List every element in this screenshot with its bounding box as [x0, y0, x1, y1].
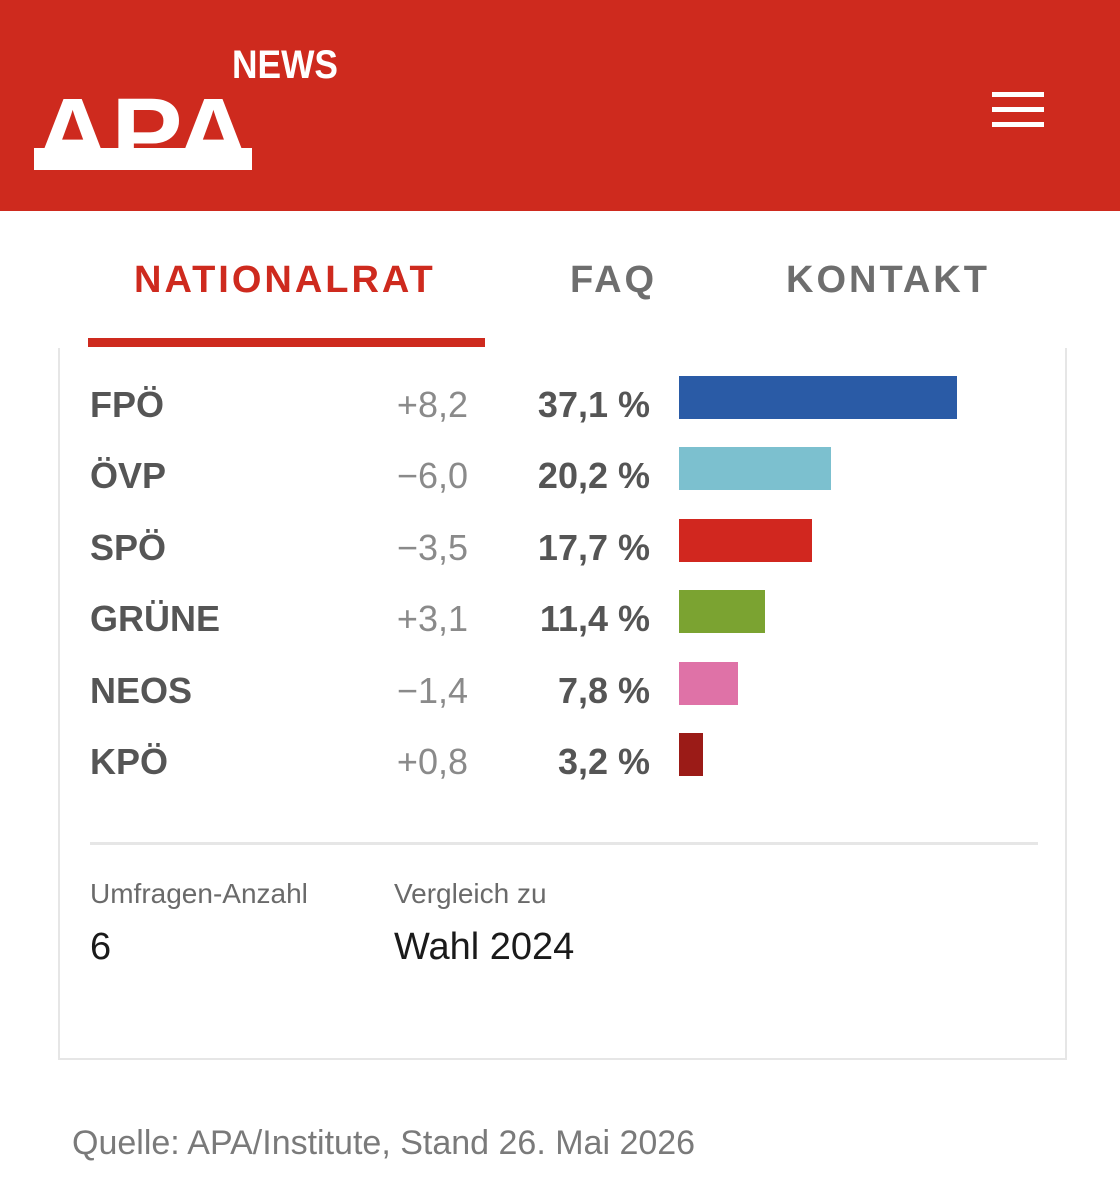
change-value: −1,4	[396, 669, 468, 711]
comparison-value: Wahl 2024	[394, 926, 575, 968]
tab-kontakt[interactable]: KONTAKT	[786, 259, 990, 301]
party-name: SPÖ	[90, 526, 167, 568]
party-row: FPÖ +8,2 37,1 %	[60, 371, 1069, 442]
hamburger-menu-icon[interactable]	[982, 86, 1052, 134]
result-bar	[679, 376, 957, 419]
poll-count-value: 6	[90, 926, 112, 968]
party-name: KPÖ	[90, 741, 169, 782]
party-name: FPÖ	[90, 384, 165, 425]
change-value: +3,1	[396, 598, 468, 640]
source-note: Quelle: APA/Institute, Stand 26. Mai 202…	[72, 1124, 696, 1162]
tab-faq[interactable]: FAQ	[570, 259, 658, 301]
logo-badge: NEWS	[232, 44, 338, 87]
percentage-value: 17,7 %	[537, 526, 650, 568]
poll-results-card: FPÖ +8,2 37,1 % ÖVP −6,0 20,2 % SPÖ −3,5 17,7 % G…	[58, 348, 1067, 1060]
party-name: GRÜNE	[90, 598, 221, 640]
percentage-value: 11,4 %	[539, 598, 650, 640]
result-bar	[679, 733, 703, 776]
party-row: NEOS −1,4 7,8 %	[60, 657, 1069, 728]
party-row: GRÜNE +3,1 11,4 %	[60, 585, 1069, 656]
change-value: +8,2	[396, 384, 468, 425]
divider	[90, 842, 1038, 845]
percentage-value: 7,8 %	[557, 669, 650, 711]
result-bar	[679, 590, 765, 634]
change-value: −3,5	[396, 526, 468, 568]
poll-count-label: Umfragen-Anzahl	[90, 878, 308, 909]
change-value: +0,8	[396, 741, 468, 782]
percentage-value: 37,1 %	[537, 384, 650, 425]
app-header: NEWS APA	[0, 0, 1120, 211]
change-value: −6,0	[396, 455, 468, 497]
party-name: NEOS	[90, 669, 193, 711]
tab-bar: NATIONALRAT FAQ KONTAKT	[0, 211, 1120, 351]
tab-nationalrat[interactable]: NATIONALRAT	[134, 259, 436, 301]
percentage-value: 3,2 %	[557, 741, 650, 782]
comparison-label: Vergleich zu	[394, 878, 547, 909]
party-name: ÖVP	[90, 455, 167, 497]
result-bar	[679, 518, 812, 562]
active-tab-indicator	[88, 338, 485, 347]
party-row: ÖVP −6,0 20,2 %	[60, 442, 1069, 513]
result-bar	[679, 661, 738, 705]
percentage-value: 20,2 %	[537, 455, 650, 497]
result-bar	[679, 447, 831, 491]
party-row: KPÖ +0,8 3,2 %	[60, 728, 1069, 799]
apa-news-logo[interactable]: NEWS APA	[32, 44, 342, 174]
party-row: SPÖ −3,5 17,7 %	[60, 514, 1069, 585]
